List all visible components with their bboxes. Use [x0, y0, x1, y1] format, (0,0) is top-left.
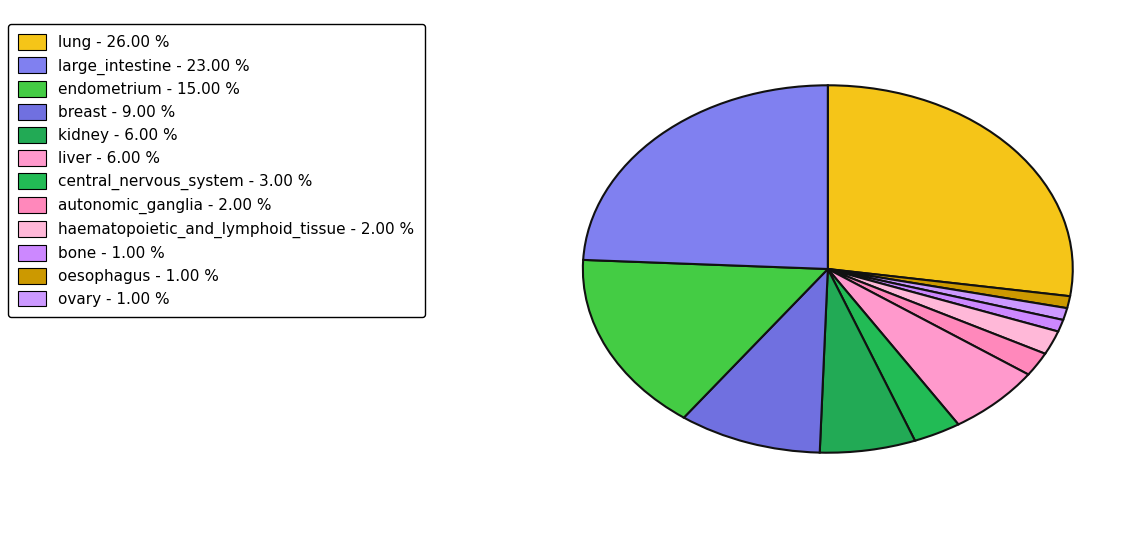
Wedge shape: [820, 269, 915, 452]
Legend: lung - 26.00 %, large_intestine - 23.00 %, endometrium - 15.00 %, breast - 9.00 : lung - 26.00 %, large_intestine - 23.00 …: [8, 24, 425, 317]
Wedge shape: [828, 269, 958, 441]
Wedge shape: [583, 260, 828, 417]
Wedge shape: [828, 269, 1070, 308]
Wedge shape: [828, 269, 1029, 424]
Wedge shape: [828, 269, 1064, 331]
Wedge shape: [828, 269, 1058, 354]
Wedge shape: [828, 86, 1073, 296]
Wedge shape: [684, 269, 828, 452]
Wedge shape: [828, 269, 1067, 320]
Wedge shape: [583, 86, 828, 269]
Wedge shape: [828, 269, 1046, 374]
